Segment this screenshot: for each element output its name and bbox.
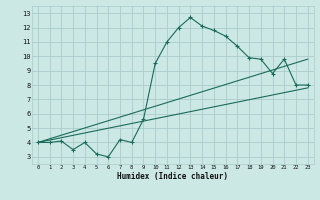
X-axis label: Humidex (Indice chaleur): Humidex (Indice chaleur)	[117, 172, 228, 181]
